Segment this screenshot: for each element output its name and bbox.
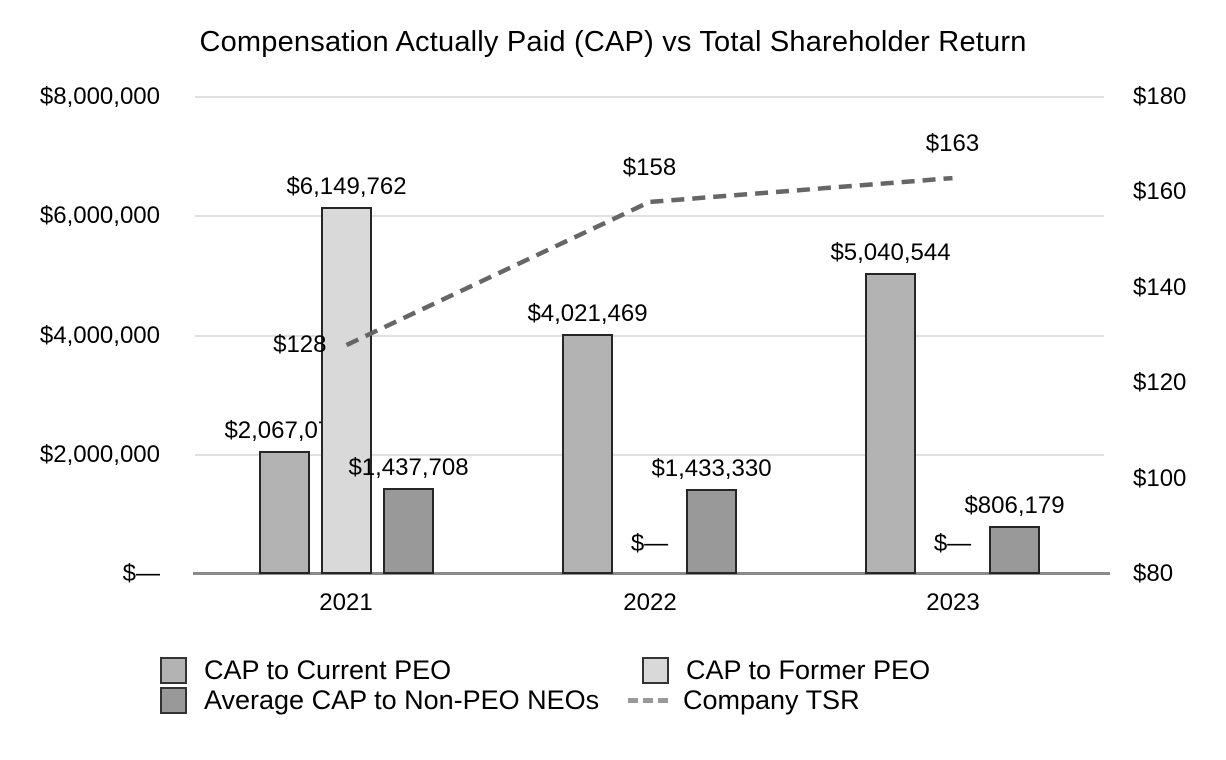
right-axis-tick: $160 <box>1133 178 1187 205</box>
x-axis-category: 2022 <box>623 589 677 616</box>
gridline <box>195 335 1104 337</box>
left-axis-tick: $6,000,000 <box>39 202 160 229</box>
bar-cap-to-current-peo <box>865 273 916 574</box>
legend-item-cap-former-peo: CAP to Former PEO <box>642 654 931 685</box>
legend-label: CAP to Current PEO <box>204 654 452 685</box>
bar-average-cap-to-non-peo-neos <box>686 488 737 574</box>
chart-title: Compensation Actually Paid (CAP) vs Tota… <box>199 26 1027 58</box>
legend-label: Average CAP to Non-PEO NEOs <box>204 684 600 715</box>
left-axis-tick: $4,000,000 <box>39 322 160 349</box>
bar-zero-label: $— <box>933 530 972 557</box>
right-axis-tick: $140 <box>1133 274 1187 301</box>
legend-swatch-icon <box>160 656 187 684</box>
tsr-value-label: $158 <box>622 153 677 181</box>
bar-average-cap-to-non-peo-neos <box>989 525 1040 574</box>
legend-swatch-icon <box>642 656 669 684</box>
gridline <box>195 215 1104 217</box>
right-axis-tick: $80 <box>1133 560 1174 587</box>
tsr-value-label: $163 <box>925 130 980 158</box>
bar-value-label: $5,040,544 <box>830 239 951 267</box>
right-axis-tick: $100 <box>1133 465 1187 492</box>
legend-label: Company TSR <box>683 684 860 715</box>
left-axis-tick: $2,000,000 <box>39 441 160 468</box>
bar-value-label: $6,149,762 <box>286 173 407 201</box>
legend-label: CAP to Former PEO <box>686 654 931 685</box>
right-axis-tick: $120 <box>1133 369 1187 396</box>
bar-zero-label: $— <box>630 530 669 557</box>
bar-cap-to-former-peo <box>321 207 372 574</box>
dashed-line-icon <box>628 697 670 703</box>
bar-cap-to-current-peo <box>562 334 613 574</box>
gridline <box>195 96 1104 98</box>
legend-item-cap-current-peo: CAP to Current PEO <box>160 654 452 685</box>
bar-average-cap-to-non-peo-neos <box>383 488 434 574</box>
legend-item-avg-cap-non-peo-neos: Average CAP to Non-PEO NEOs <box>160 684 600 715</box>
bar-value-label: $806,179 <box>964 491 1065 519</box>
legend-item-company-tsr: Company TSR <box>628 684 860 715</box>
tsr-value-label: $128 <box>273 331 327 359</box>
right-axis-tick: $180 <box>1133 83 1187 110</box>
x-axis-category: 2023 <box>926 589 980 616</box>
bar-value-label: $1,433,330 <box>651 454 772 482</box>
left-axis-tick: $8,000,000 <box>39 83 160 110</box>
company-tsr-line <box>345 175 953 348</box>
bar-value-label: $1,437,708 <box>348 454 469 482</box>
gridline <box>195 454 1104 456</box>
legend-swatch-icon <box>160 686 187 714</box>
bar-value-label: $4,021,469 <box>527 300 648 328</box>
bar-cap-to-current-peo <box>259 450 310 574</box>
x-axis-line <box>193 572 1110 575</box>
x-axis-category: 2021 <box>319 589 373 616</box>
left-axis-tick: $— <box>122 560 160 587</box>
